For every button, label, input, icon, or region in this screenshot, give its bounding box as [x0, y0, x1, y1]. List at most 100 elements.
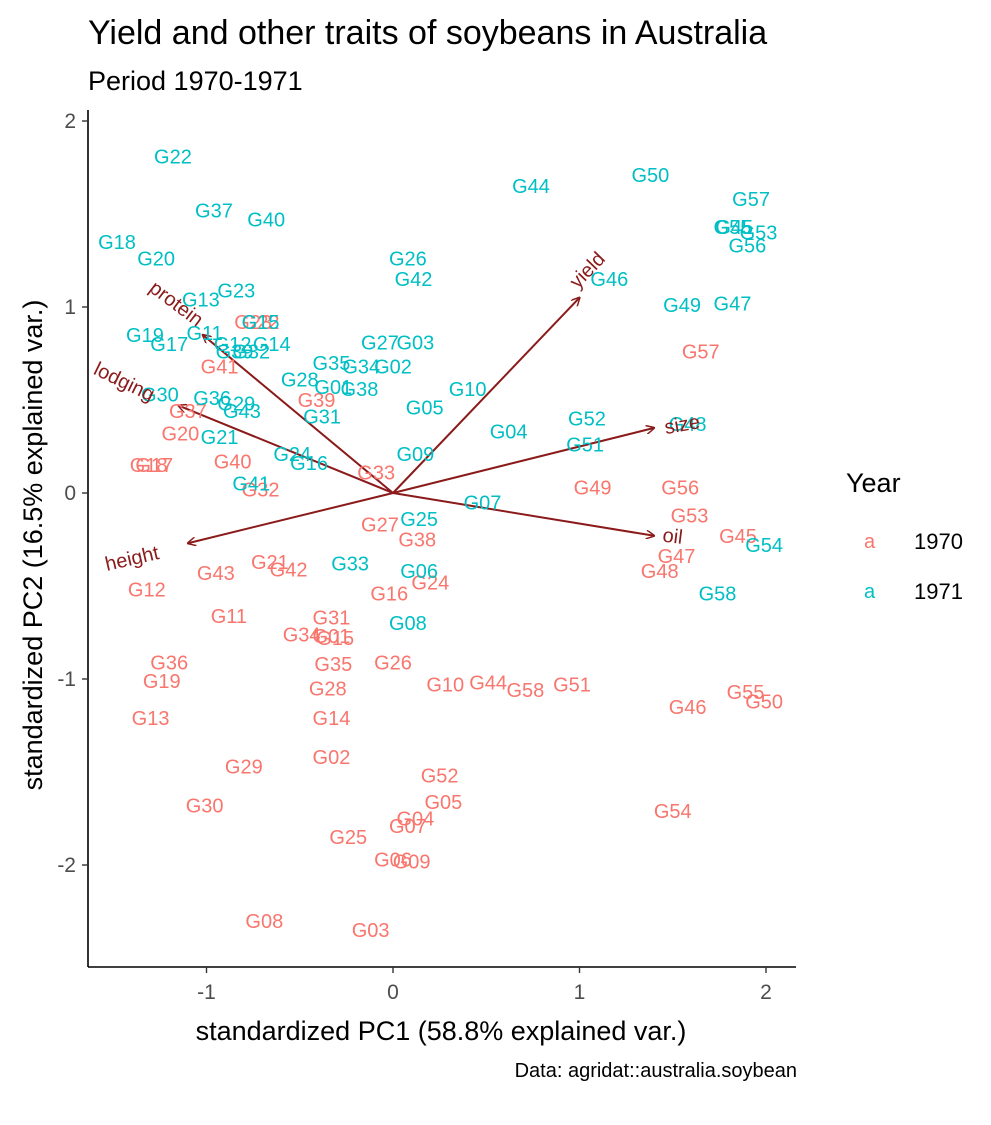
point-G33-1971: G33: [331, 554, 369, 576]
point-G07-1970: G07: [389, 816, 427, 838]
point-G50-1971: G50: [631, 165, 669, 187]
y-tick-label: 1: [64, 296, 76, 319]
point-G18-1971: G18: [98, 232, 136, 254]
y-tick-label: -1: [57, 668, 76, 691]
legend-label-1971: 1971: [914, 579, 963, 604]
point-G04-1970: G04: [396, 809, 434, 831]
point-G51-1970: G51: [553, 675, 591, 697]
legend: Year a 1970 a 1971: [846, 468, 963, 617]
y-tick-label: 2: [64, 110, 76, 133]
point-G25-1971: G25: [400, 509, 438, 531]
legend-key-1970: a: [864, 530, 876, 553]
point-G07-1971: G07: [464, 492, 502, 514]
point-G15-1971: G15: [242, 312, 280, 334]
point-G48-1971: G48: [669, 414, 707, 436]
loading-label-lodging: lodging: [90, 358, 158, 406]
point-G06-1971: G06: [400, 561, 438, 583]
point-G25-1970: G25: [329, 827, 367, 849]
point-G31-1971: G31: [303, 407, 341, 429]
point-G05-1971: G05: [406, 397, 444, 419]
point-G54-1970: G54: [654, 801, 692, 823]
point-G57-1970: G57: [682, 342, 720, 364]
point-G29-1971: G29: [217, 394, 255, 416]
point-G08-1970: G08: [245, 911, 283, 933]
point-G54-1971: G54: [745, 535, 783, 557]
point-G13-1970: G13: [132, 708, 170, 730]
point-G27-1971: G27: [361, 332, 399, 354]
point-G05-1970: G05: [424, 792, 462, 814]
point-G27-1970: G27: [361, 515, 399, 537]
point-G26-1970: G26: [374, 652, 412, 674]
point-G17-1970: G17: [135, 455, 173, 477]
loading-arrow-yield: [392, 298, 580, 494]
point-G52-1971: G52: [568, 409, 606, 431]
point-G53-1970: G53: [671, 505, 709, 527]
point-G03-1971: G03: [396, 332, 434, 354]
point-G50-1970: G50: [745, 691, 783, 713]
point-G24-1970: G24: [411, 572, 449, 594]
point-G31-1970: G31: [313, 608, 351, 630]
point-G12-1971: G12: [214, 334, 252, 356]
point-G40-1971: G40: [247, 210, 285, 232]
point-G10-1970: G10: [426, 675, 464, 697]
point-G42-1970: G42: [270, 559, 308, 581]
point-G28-1970: G28: [309, 678, 347, 700]
x-tick-label: 1: [574, 981, 586, 1004]
y-tick-label: 0: [64, 482, 76, 505]
point-G42-1971: G42: [395, 269, 433, 291]
point-G47-1971: G47: [714, 293, 752, 315]
point-G22-1970: G22: [242, 312, 280, 334]
point-G15-1970: G15: [316, 628, 354, 650]
point-G10-1971: G10: [449, 379, 487, 401]
point-G46-1971: G46: [590, 269, 628, 291]
point-G53-1971: G53: [740, 223, 778, 245]
point-G51-1971: G51: [566, 435, 604, 457]
point-G43-1971: G43: [223, 401, 261, 423]
point-G16-1970: G16: [370, 583, 408, 605]
point-G16-1971: G16: [290, 453, 328, 475]
loading-arrow-height: [188, 492, 394, 543]
point-G58-1970: G58: [507, 680, 545, 702]
legend-label-1970: 1970: [914, 529, 963, 554]
point-G12-1970: G12: [128, 580, 166, 602]
point-G17-1971: G17: [150, 334, 188, 356]
point-G03-1970: G03: [352, 920, 390, 942]
point-G40-1970: G40: [214, 451, 252, 473]
point-G19-1971: G19: [126, 325, 164, 347]
x-tick-label: 0: [387, 981, 399, 1004]
point-G56-1970: G56: [661, 477, 699, 499]
point-G49-1971: G49: [663, 295, 701, 317]
point-G28-1971: G28: [281, 370, 319, 392]
point-G56-1971: G56: [728, 236, 766, 258]
y-axis-title: standardized PC2 (16.5% explained var.): [18, 300, 48, 791]
point-G06-1970: G06: [374, 849, 412, 871]
point-G30-1971: G30: [141, 384, 179, 406]
point-G32-1970: G32: [242, 479, 280, 501]
point-G39-1970: G39: [298, 390, 336, 412]
point-G14-1970: G14: [313, 708, 351, 730]
point-G36-1970: G36: [150, 652, 188, 674]
point-G21-1971: G21: [201, 427, 239, 449]
point-G29-1970: G29: [225, 756, 263, 778]
point-G08-1971: G08: [389, 613, 427, 635]
point-G26-1971: G26: [389, 249, 427, 271]
point-G19-1970: G19: [143, 671, 181, 693]
legend-item-1970: a 1970: [846, 517, 963, 567]
point-G44-1970: G44: [469, 673, 507, 695]
point-G11-1971: G11: [186, 323, 222, 345]
data-source-caption: Data: agridat::australia.soybean: [514, 1060, 797, 1082]
point-G21-1970: G21: [251, 552, 289, 574]
point-G34-1970: G34: [283, 624, 321, 646]
chart-title: Yield and other traits of soybeans in Au…: [88, 14, 768, 52]
point-G38-1970: G38: [398, 530, 436, 552]
loading-label-oil: oil: [661, 525, 684, 549]
y-tick-label: -2: [57, 854, 76, 877]
point-G46-1970: G46: [669, 697, 707, 719]
point-G58-1971: G58: [699, 583, 737, 605]
x-tick-label: 2: [760, 981, 772, 1004]
point-G24-1971: G24: [273, 444, 311, 466]
point-G41-1971: G41: [232, 474, 270, 496]
point-G23-1971: G23: [217, 280, 255, 302]
point-G47-1970: G47: [658, 546, 696, 568]
point-G37-1971: G37: [195, 200, 233, 222]
